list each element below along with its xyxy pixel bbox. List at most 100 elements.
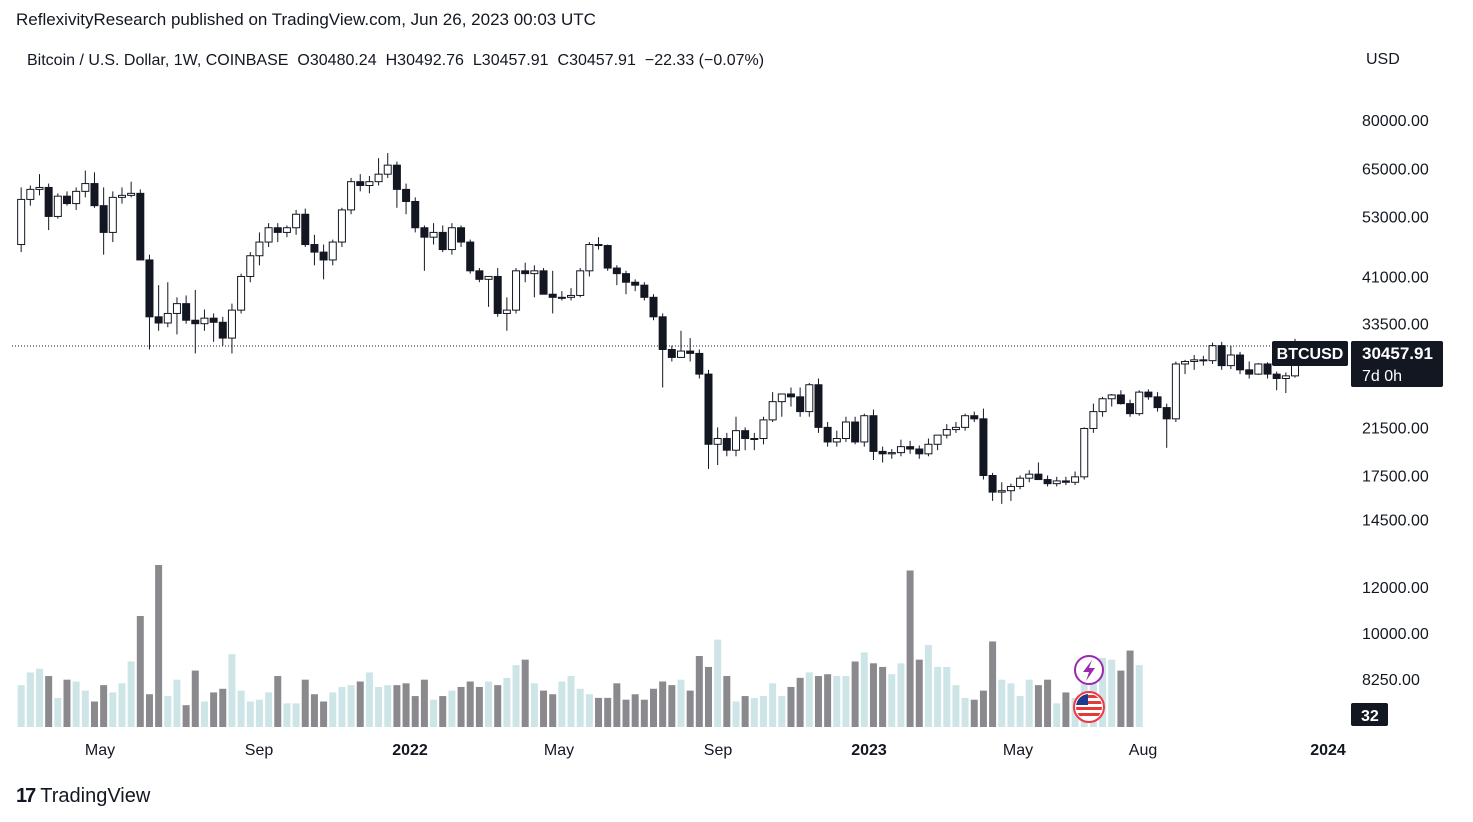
candle[interactable]: [63, 191, 70, 205]
candle[interactable]: [393, 162, 400, 208]
candle[interactable]: [769, 392, 776, 422]
candle[interactable]: [1246, 361, 1253, 378]
candle[interactable]: [1255, 363, 1262, 375]
candle[interactable]: [1264, 362, 1271, 378]
candle[interactable]: [338, 208, 345, 247]
candle[interactable]: [870, 410, 877, 460]
candle[interactable]: [1007, 484, 1014, 501]
candle[interactable]: [861, 414, 868, 447]
candle[interactable]: [311, 235, 318, 266]
candle[interactable]: [558, 291, 565, 300]
candle[interactable]: [787, 387, 794, 406]
candle[interactable]: [247, 252, 254, 282]
candle[interactable]: [54, 193, 61, 218]
candle[interactable]: [907, 441, 914, 454]
candle[interactable]: [485, 276, 492, 306]
candle[interactable]: [201, 309, 208, 330]
candle[interactable]: [714, 427, 721, 465]
candle[interactable]: [45, 184, 52, 230]
candle[interactable]: [412, 197, 419, 232]
candle[interactable]: [476, 268, 483, 282]
candle[interactable]: [1237, 352, 1244, 374]
candle[interactable]: [1172, 361, 1179, 422]
candle[interactable]: [998, 482, 1005, 504]
candle[interactable]: [1090, 404, 1097, 433]
candle[interactable]: [82, 171, 89, 198]
candle[interactable]: [357, 174, 364, 191]
candle[interactable]: [925, 439, 932, 457]
candle[interactable]: [934, 435, 941, 450]
candle[interactable]: [797, 387, 804, 416]
candle[interactable]: [1273, 372, 1280, 391]
candle[interactable]: [18, 187, 25, 252]
candle[interactable]: [641, 282, 648, 300]
candle[interactable]: [1282, 372, 1289, 393]
candle[interactable]: [705, 370, 712, 469]
candle[interactable]: [1053, 477, 1060, 487]
candle[interactable]: [650, 294, 657, 320]
candle[interactable]: [531, 265, 538, 297]
candle[interactable]: [980, 409, 987, 480]
candle[interactable]: [1035, 463, 1042, 480]
candle[interactable]: [1227, 346, 1234, 369]
candle[interactable]: [118, 187, 125, 203]
candle[interactable]: [430, 223, 437, 244]
candle[interactable]: [173, 297, 180, 334]
candle[interactable]: [962, 414, 969, 431]
candle[interactable]: [989, 473, 996, 501]
candle[interactable]: [1191, 355, 1198, 370]
candle[interactable]: [36, 174, 43, 195]
candle[interactable]: [659, 313, 666, 387]
candle[interactable]: [128, 182, 135, 198]
candle[interactable]: [265, 223, 272, 247]
candle[interactable]: [256, 232, 263, 265]
candle[interactable]: [833, 431, 840, 447]
candle[interactable]: [568, 288, 575, 300]
candle[interactable]: [1072, 472, 1079, 486]
candle[interactable]: [1081, 427, 1088, 479]
candle[interactable]: [595, 237, 602, 249]
candle[interactable]: [100, 187, 107, 254]
candle[interactable]: [842, 417, 849, 442]
candle[interactable]: [366, 176, 373, 193]
candle[interactable]: [439, 225, 446, 252]
candle[interactable]: [696, 349, 703, 378]
candle[interactable]: [751, 433, 758, 450]
candle[interactable]: [1163, 404, 1170, 448]
candle[interactable]: [806, 383, 813, 417]
candle[interactable]: [274, 223, 281, 242]
candle[interactable]: [109, 191, 116, 242]
candle[interactable]: [448, 223, 455, 255]
candle[interactable]: [293, 210, 300, 235]
candle[interactable]: [1136, 390, 1143, 415]
candle[interactable]: [513, 268, 520, 313]
candle[interactable]: [1108, 394, 1115, 407]
candle[interactable]: [778, 394, 785, 417]
candle[interactable]: [668, 346, 675, 362]
us-flag-icon[interactable]: [1074, 692, 1104, 722]
candle[interactable]: [916, 445, 923, 458]
candle[interactable]: [815, 378, 822, 432]
candle[interactable]: [348, 178, 355, 214]
candle[interactable]: [723, 433, 730, 456]
candle[interactable]: [283, 225, 290, 237]
candle[interactable]: [137, 189, 144, 260]
candle[interactable]: [73, 187, 80, 209]
candle[interactable]: [1154, 392, 1161, 411]
candle[interactable]: [604, 245, 611, 271]
candle[interactable]: [879, 447, 886, 463]
candle[interactable]: [824, 422, 831, 447]
candle[interactable]: [1200, 356, 1207, 366]
candle[interactable]: [1117, 390, 1124, 404]
candle[interactable]: [320, 245, 327, 280]
candle[interactable]: [384, 153, 391, 178]
candle[interactable]: [238, 274, 245, 314]
candle[interactable]: [522, 263, 529, 283]
candle[interactable]: [503, 297, 510, 330]
candle[interactable]: [732, 417, 739, 457]
candle[interactable]: [421, 225, 428, 270]
candle[interactable]: [155, 285, 162, 331]
candle[interactable]: [687, 338, 694, 361]
candle[interactable]: [467, 240, 474, 274]
